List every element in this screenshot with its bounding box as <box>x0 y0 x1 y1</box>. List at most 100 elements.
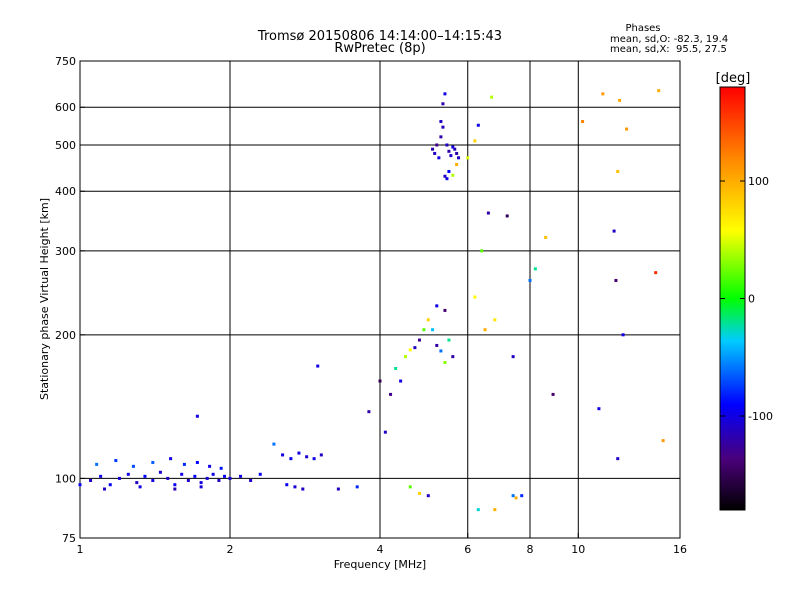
stats-heading: Phases <box>625 23 660 34</box>
data-point <box>169 457 173 461</box>
data-point <box>654 271 658 275</box>
data-point <box>451 355 455 359</box>
data-point <box>413 346 417 350</box>
data-point <box>316 364 320 368</box>
data-point <box>319 453 323 457</box>
data-point <box>447 149 451 153</box>
data-point <box>78 483 82 487</box>
data-point <box>597 407 601 411</box>
data-point <box>451 173 455 177</box>
data-point <box>435 343 439 347</box>
x-tick-label: 4 <box>377 543 384 556</box>
data-point <box>505 214 509 218</box>
data-point <box>616 169 620 173</box>
data-point <box>367 410 371 414</box>
data-point <box>625 127 629 131</box>
colorbar-unit-label: [deg] <box>716 71 751 86</box>
data-point <box>581 120 585 124</box>
data-point <box>443 174 447 178</box>
data-point <box>199 485 203 489</box>
data-point <box>480 249 484 253</box>
data-point <box>408 485 412 489</box>
data-point <box>614 278 618 282</box>
data-point <box>447 169 451 173</box>
data-point <box>601 92 605 96</box>
data-point <box>466 156 470 160</box>
data-point <box>195 414 199 418</box>
data-point <box>486 211 490 215</box>
data-point <box>193 474 197 478</box>
x-axis-label: Frequency [MHz] <box>334 558 426 571</box>
data-point <box>305 455 309 459</box>
data-point <box>455 151 459 155</box>
data-point <box>403 355 407 359</box>
y-tick-label: 500 <box>55 139 76 152</box>
data-point <box>166 476 170 480</box>
data-point <box>451 145 455 149</box>
data-point <box>301 487 305 491</box>
data-point <box>408 348 412 352</box>
data-point <box>199 481 203 485</box>
data-point <box>455 163 459 167</box>
chart-title: Tromsø 20150806 14:14:00–14:15:43 <box>257 29 502 44</box>
x-axis-ticks: 1 2 4 6 8 10 16 <box>77 533 687 556</box>
data-point <box>439 120 443 124</box>
data-point <box>443 308 447 312</box>
data-point <box>293 485 297 489</box>
data-point <box>483 328 487 332</box>
data-point <box>131 464 135 468</box>
data-point <box>258 472 262 476</box>
data-point <box>89 478 93 482</box>
data-point <box>180 472 184 476</box>
data-point <box>312 457 316 461</box>
data-point <box>435 304 439 308</box>
data-point <box>533 267 537 271</box>
data-point <box>490 95 494 99</box>
data-point <box>399 379 403 383</box>
data-point <box>431 328 435 332</box>
data-point <box>151 478 155 482</box>
data-point <box>493 318 497 322</box>
data-point <box>657 89 661 93</box>
x-tick-label: 1 <box>77 543 84 556</box>
data-point <box>281 453 285 457</box>
y-tick-label: 400 <box>55 185 76 198</box>
data-point <box>219 466 223 470</box>
data-point <box>211 472 215 476</box>
x-tick-label: 6 <box>464 543 471 556</box>
data-points <box>78 89 665 512</box>
colorbar-tick-label: -100 <box>748 410 773 423</box>
data-point <box>117 476 121 480</box>
data-point <box>417 491 421 495</box>
data-point <box>431 147 435 151</box>
stats-line-x: mean, sd,X: 95.5, 27.5 <box>610 44 727 55</box>
data-point <box>528 278 532 282</box>
y-tick-label: 75 <box>62 532 76 545</box>
data-point <box>621 333 625 337</box>
x-tick-label: 16 <box>673 543 687 556</box>
y-axis-ticks: 75 100 200 300 400 500 600 750 <box>55 55 85 545</box>
y-tick-label: 100 <box>55 472 76 485</box>
data-point <box>443 360 447 364</box>
data-point <box>426 318 430 322</box>
data-point <box>447 338 451 342</box>
data-point <box>453 147 457 151</box>
data-point <box>383 430 387 434</box>
data-point <box>205 476 209 480</box>
data-point <box>612 229 616 233</box>
grid-lines <box>80 61 680 538</box>
data-point <box>182 462 186 466</box>
data-point <box>439 349 443 353</box>
data-point <box>476 123 480 127</box>
data-point <box>473 139 477 143</box>
data-point <box>186 478 190 482</box>
data-point <box>493 508 497 512</box>
data-point <box>289 457 293 461</box>
colorbar-tick-label: 0 <box>748 293 755 306</box>
data-point <box>336 487 340 491</box>
stats-line-o: mean, sd,O: -82.3, 19.4 <box>610 34 728 45</box>
data-point <box>195 460 199 464</box>
colorbar-ticks: 100 0 -100 <box>720 175 773 423</box>
data-point <box>228 476 232 480</box>
